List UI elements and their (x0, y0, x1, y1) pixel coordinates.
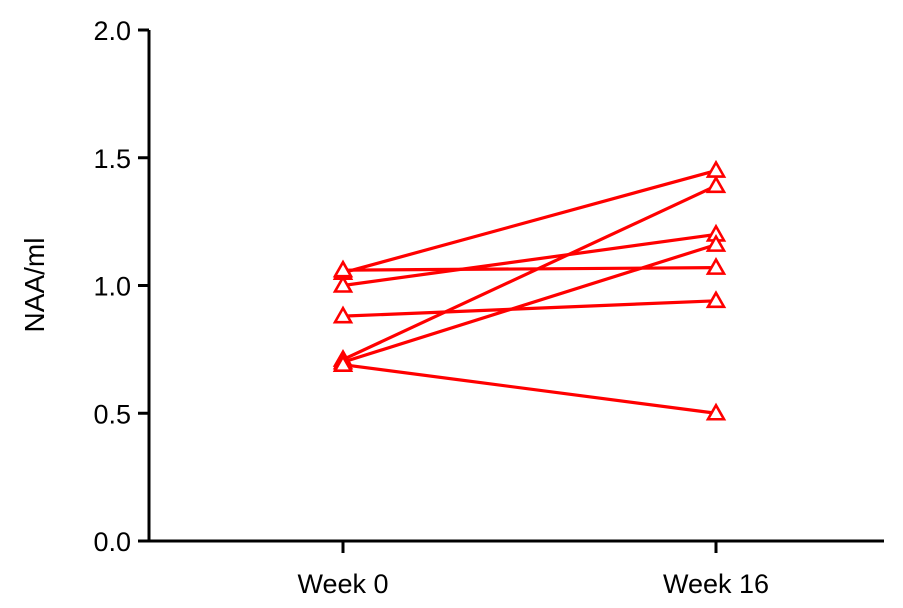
y-tick-label: 1.0 (93, 272, 131, 302)
data-point-triangle (705, 290, 727, 309)
y-axis-ticks: 0.0 0.5 1.0 1.5 2.0 (93, 16, 149, 557)
data-point-triangle (705, 175, 727, 194)
series-line (342, 299, 717, 318)
x-tick-label: Week 0 (297, 569, 388, 599)
x-tick-label: Week 16 (663, 569, 769, 599)
x-axis-ticks: Week 0 Week 16 (297, 541, 769, 599)
series-line (342, 168, 717, 275)
y-tick-label: 1.5 (93, 144, 131, 174)
series-line (342, 266, 717, 272)
data-point-triangle (705, 159, 727, 178)
data-point-triangle (332, 305, 354, 324)
series-line (342, 184, 717, 362)
data-point-triangle (705, 256, 727, 275)
y-tick-label: 0.0 (93, 527, 131, 557)
y-tick-label: 2.0 (93, 16, 131, 46)
series-lines (342, 168, 717, 415)
data-point-triangle (332, 274, 354, 293)
y-axis-title: NAA/ml (19, 238, 50, 333)
data-point-triangle (705, 402, 727, 421)
y-tick-label: 0.5 (93, 399, 131, 429)
data-point-triangle (705, 233, 727, 252)
series-line (342, 363, 717, 415)
series-markers (332, 159, 727, 421)
data-point-triangle (332, 354, 354, 373)
series-line (342, 243, 717, 364)
series-line (342, 232, 717, 288)
